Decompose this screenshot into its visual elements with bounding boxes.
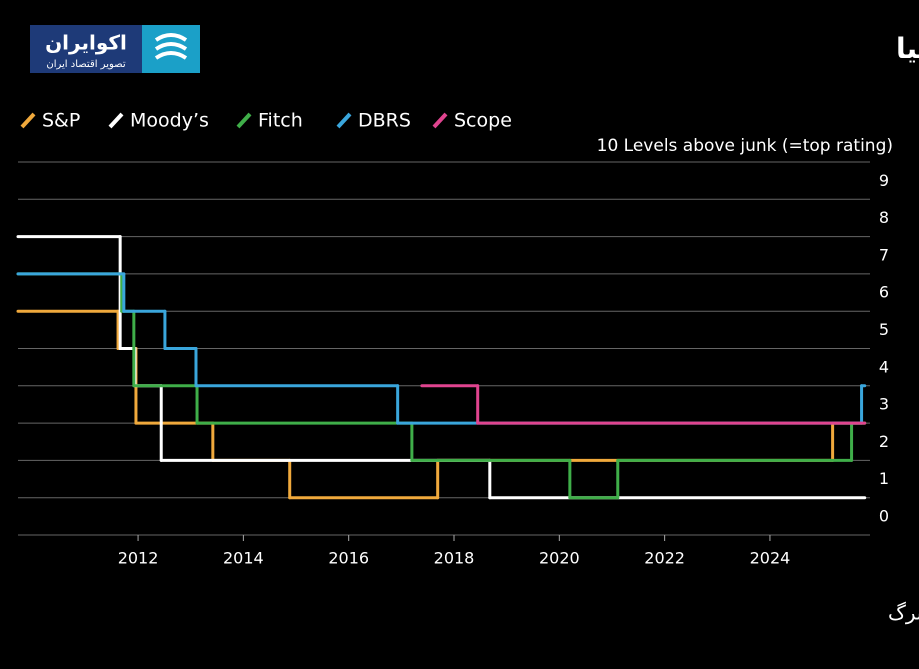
x-tick-label: 2016 [328,549,369,568]
logo-mark [154,33,188,60]
axis-note: 10 Levels above junk (=top rating) [597,136,893,156]
x-tick-label: 2018 [434,549,475,568]
y-tick-label: 9 [879,171,889,190]
y-tick-label: 1 [879,469,889,488]
legend-label: Scope [454,110,512,132]
logo-name: اکوایران [45,31,127,55]
x-tick-label: 2012 [118,549,159,568]
y-tick-label: 4 [879,357,889,376]
legend-label: Moody’s [130,110,209,132]
y-tick-label: 5 [879,320,889,339]
legend-swatch [236,112,252,129]
legend-label: S&P [42,110,80,132]
x-tick-label: 2024 [750,549,791,568]
y-tick-label: 0 [879,507,889,526]
y-tick-label: 7 [879,245,889,264]
chart-title: روند رتبه اعتباری ایتالیا [896,32,919,65]
logo-tagline: تصویر اقتصاد ایران [46,59,125,70]
y-tick-label: 6 [879,283,889,302]
x-tick-label: 2014 [223,549,264,568]
x-tick-label: 2022 [644,549,685,568]
legend-swatch [432,112,448,129]
y-tick-label: 3 [879,395,889,414]
y-tick-label: 8 [879,208,889,227]
y-tick-label: 2 [879,432,889,451]
legend-swatch [336,112,352,129]
x-tick-label: 2020 [539,549,580,568]
legend-swatch [20,112,36,129]
legend-label: Fitch [258,110,303,132]
logo-box [30,25,142,73]
logo-icon [142,25,200,73]
legend-swatch [108,112,124,129]
source: منبع: بلومبرگ [888,601,919,625]
legend-label: DBRS [358,110,411,132]
